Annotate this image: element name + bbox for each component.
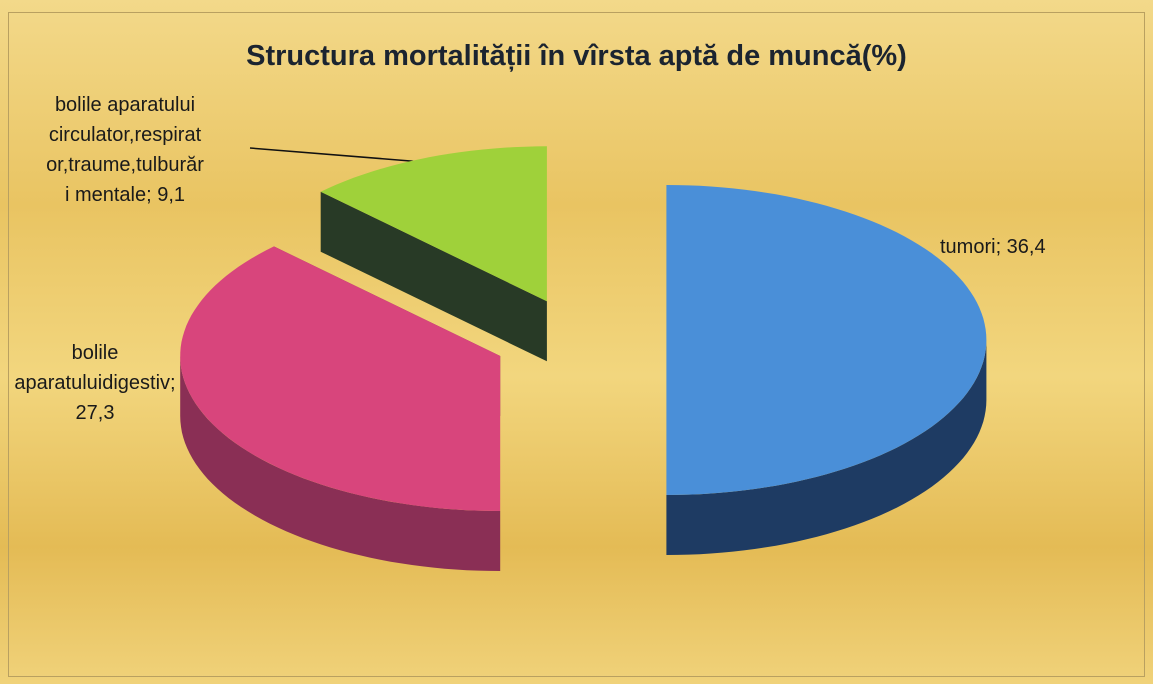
slice: [666, 185, 987, 495]
slice-cut-face: [320, 191, 547, 362]
data-label: bolile aparatului circulator,respirat or…: [46, 94, 204, 206]
slice: [320, 146, 547, 302]
slice-side: [666, 340, 987, 555]
data-label: tumori; 36,4: [940, 236, 1046, 258]
chart-title: Structura mortalității în vîrsta aptă de…: [246, 40, 907, 72]
data-label: bolile aparatuluidigestiv; 27,3: [14, 342, 176, 424]
slice: [180, 246, 501, 511]
slice-side: [180, 356, 501, 571]
frame: [8, 12, 1145, 677]
